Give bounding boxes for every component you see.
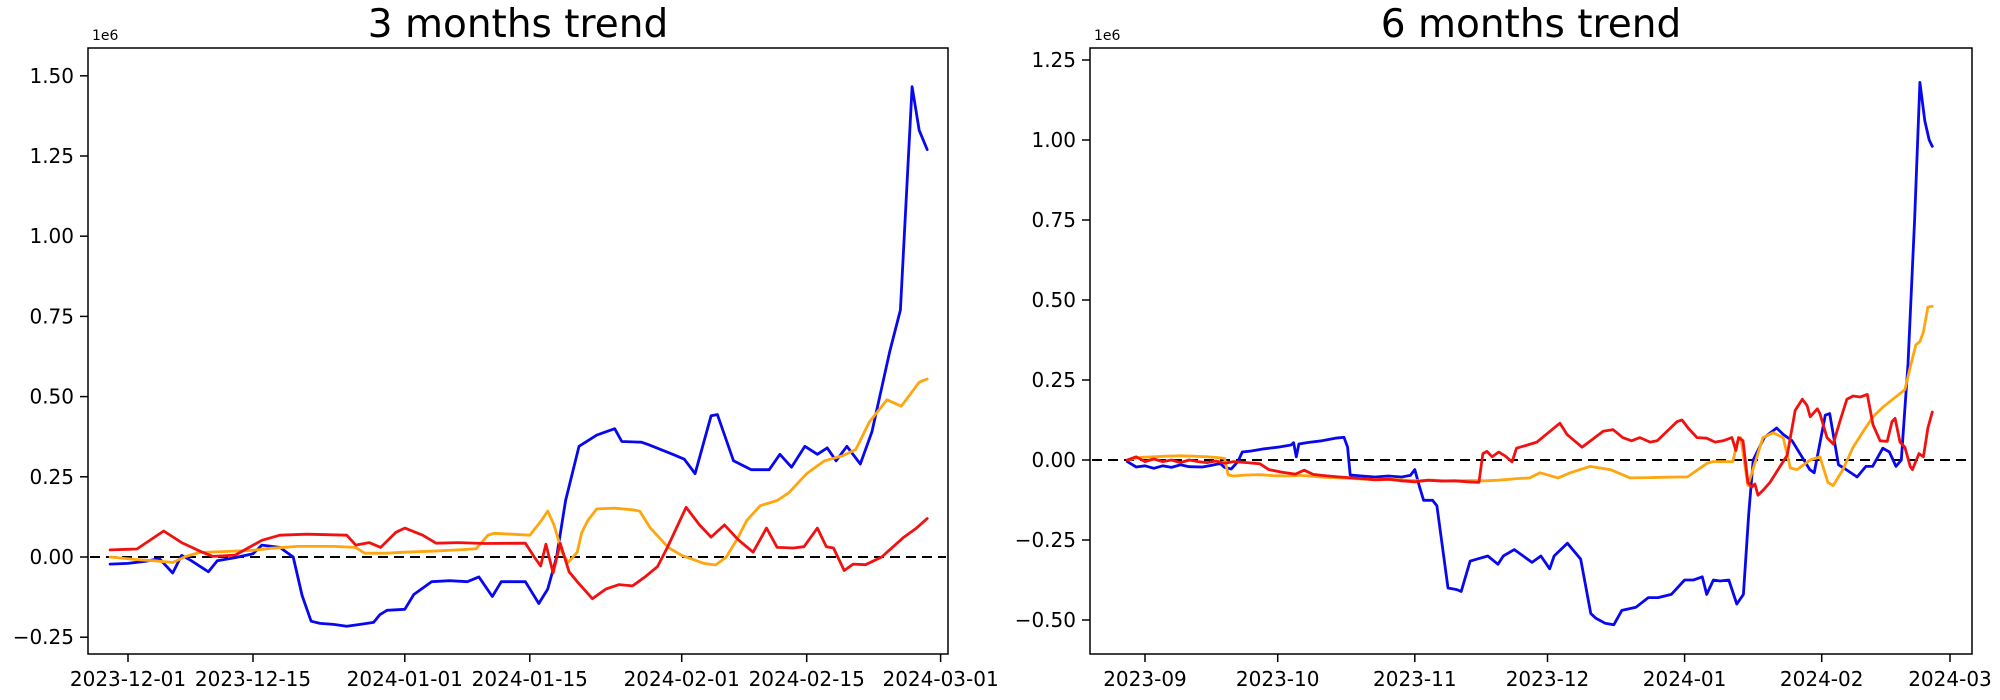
x-tick-label: 2024-01-15 — [472, 667, 588, 691]
y-axis-offset-label-left: 1e6 — [92, 28, 119, 44]
y-tick-label: −0.25 — [1015, 528, 1076, 552]
chart-title-6-months: 6 months trend — [1380, 2, 1682, 47]
x-tick-label: 2024-02 — [1780, 667, 1864, 691]
plot-frame — [1089, 47, 1973, 655]
y-tick-label: −0.25 — [13, 625, 74, 649]
red-series-line — [108, 505, 929, 601]
x-tick-label: 2023-12-15 — [195, 667, 311, 691]
y-tick-label: 0.75 — [29, 304, 74, 328]
y-tick-label: 0.75 — [1031, 208, 1076, 232]
x-tick-label: 2023-09 — [1103, 667, 1187, 691]
x-tick-label: 2023-12-01 — [70, 667, 186, 691]
x-tick-label: 2024-01-01 — [347, 667, 463, 691]
y-tick-label: 1.50 — [29, 64, 74, 88]
orange-series-line — [1125, 304, 1934, 488]
y-tick-label: 1.25 — [1031, 48, 1076, 72]
y-tick-label: 0.25 — [1031, 368, 1076, 392]
x-tick-label: 2024-03-01 — [882, 667, 998, 691]
x-tick-label: 2024-02-01 — [624, 667, 740, 691]
y-tick-label: 0.00 — [1031, 448, 1076, 472]
x-tick-label: 2023-12 — [1506, 667, 1590, 691]
blue-series-line — [1125, 81, 1934, 627]
y-tick-label: 0.50 — [1031, 288, 1076, 312]
y-axis-offset-label-right: 1e6 — [1094, 28, 1121, 44]
x-tick-label: 2024-02-15 — [749, 667, 865, 691]
y-tick-label: 1.00 — [29, 224, 74, 248]
x-tick-label: 2024-01 — [1643, 667, 1727, 691]
y-tick-label: 1.25 — [29, 144, 74, 168]
plot-frame — [87, 47, 949, 655]
orange-series-line — [108, 377, 929, 567]
x-tick-label: 2024-03 — [1908, 667, 1992, 691]
y-tick-label: −0.50 — [1015, 608, 1076, 632]
y-tick-label: 0.50 — [29, 385, 74, 409]
chart-title-3-months: 3 months trend — [367, 2, 669, 47]
y-tick-label: 0.25 — [29, 465, 74, 489]
red-series-line — [1125, 392, 1934, 497]
y-tick-label: 1.00 — [1031, 128, 1076, 152]
x-tick-label: 2023-10 — [1236, 667, 1320, 691]
y-tick-label: 0.00 — [29, 545, 74, 569]
x-tick-label: 2023-11 — [1373, 667, 1457, 691]
